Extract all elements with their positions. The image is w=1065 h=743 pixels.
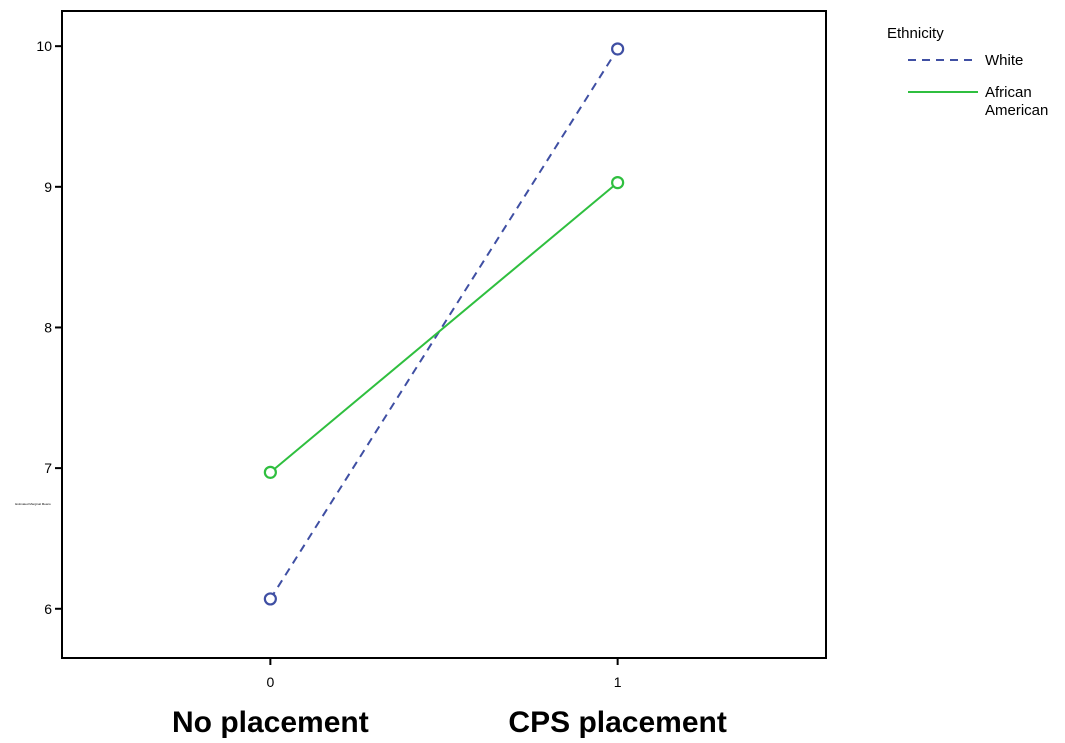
y-axis-label: Estimated Marginal Means <box>15 502 51 506</box>
x-category-label: No placement <box>172 706 369 739</box>
legend-entry: White <box>985 52 1023 69</box>
series-line-white <box>269 48 619 600</box>
legend: Ethnicity White African American <box>887 25 1048 119</box>
x-tick-label: 1 <box>614 674 622 690</box>
y-tick-label: 10 <box>36 38 52 54</box>
x-tick-label: 0 <box>266 674 274 690</box>
plot-area: 6 7 8 9 10 0 No placement 1 CPS placement <box>36 10 827 739</box>
plot-frame <box>61 10 827 659</box>
y-tick-label: 9 <box>44 179 52 195</box>
y-tick-label: 8 <box>44 319 52 335</box>
data-point-white <box>611 42 625 56</box>
y-tick-label: 6 <box>44 601 52 617</box>
data-point-white <box>263 592 277 606</box>
x-category-label: CPS placement <box>508 706 726 739</box>
data-point-african-american <box>263 465 277 479</box>
series-line-african-american <box>269 181 619 474</box>
legend-title: Ethnicity <box>887 25 944 42</box>
legend-entry: African American <box>985 84 1048 119</box>
y-tick-label: 7 <box>44 460 52 476</box>
data-point-african-american <box>611 175 625 190</box>
